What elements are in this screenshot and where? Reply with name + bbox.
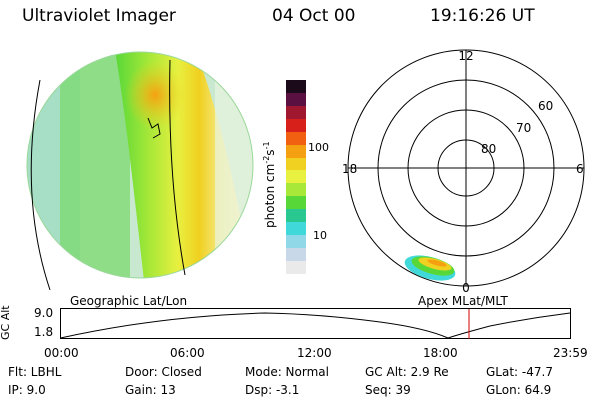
polar-label-12: 12: [458, 49, 473, 63]
colorbar-segment: [286, 235, 306, 248]
orbit-ytick-min: 1.8: [34, 325, 54, 339]
seq-value: Seq: 39: [365, 383, 411, 397]
colorbar-segment: [286, 80, 306, 93]
colorbar-tick-10: 10: [313, 229, 327, 242]
glat-value: GLat: -47.7: [486, 365, 553, 379]
polar-label-6: 6: [576, 162, 584, 176]
polar-label-0: 0: [462, 281, 470, 295]
orbit-xtick-0600: 06:00: [170, 346, 205, 360]
filter-value: Flt: LBHL: [8, 365, 62, 379]
ip-value: IP: 9.0: [8, 383, 46, 397]
colorbar: [286, 80, 306, 274]
colorbar-segment: [286, 157, 306, 171]
instrument-title: Ultraviolet Imager: [22, 6, 176, 26]
colorbar-segment: [286, 209, 306, 223]
polar-lat-80: 80: [481, 142, 496, 156]
colorbar-segment: [286, 144, 306, 158]
polar-label-18: 18: [342, 162, 357, 176]
orbit-right-title: Apex MLat/MLT: [418, 294, 508, 308]
orbit-xtick-0000: 00:00: [44, 346, 79, 360]
glon-value: GLon: 64.9: [486, 383, 552, 397]
orbit-plot: [60, 308, 571, 339]
colorbar-tick-100: 100: [308, 141, 329, 154]
colorbar-segment: [286, 247, 306, 261]
door-status: Door: Closed: [125, 365, 202, 379]
polar-plot: 12 18 6 0 60 70 80: [342, 49, 585, 295]
colorbar-segment: [286, 196, 306, 210]
colorbar-segment: [286, 260, 306, 274]
colorbar-unit-label: photon cm-2s-1: [262, 141, 277, 228]
colorbar-segment: [286, 131, 306, 145]
gc-alt-value: GC Alt: 2.9 Re: [365, 365, 449, 379]
orbit-xtick-1800: 18:00: [423, 346, 458, 360]
date-label: 04 Oct 00: [272, 6, 356, 26]
colorbar-segment: [286, 92, 306, 106]
dsp-value: Dsp: -3.1: [245, 383, 300, 397]
colorbar-segment: [286, 222, 306, 236]
time-label: 19:16:26 UT: [430, 6, 535, 26]
gain-value: Gain: 13: [125, 383, 176, 397]
mode-value: Mode: Normal: [245, 365, 329, 379]
colorbar-segment: [286, 183, 306, 197]
polar-lat-70: 70: [516, 121, 531, 135]
colorbar-segment: [286, 118, 306, 132]
auroral-image: [26, 51, 254, 290]
orbit-xtick-1200: 12:00: [297, 346, 332, 360]
colorbar-segment: [286, 105, 306, 119]
orbit-left-title: Geographic Lat/Lon: [70, 294, 188, 308]
orbit-xtick-2359: 23:59: [553, 346, 588, 360]
orbit-ylabel: GC Alt: [0, 305, 12, 340]
polar-lat-60: 60: [538, 99, 553, 113]
colorbar-segment: [286, 170, 306, 184]
orbit-ytick-max: 9.0: [34, 306, 54, 320]
